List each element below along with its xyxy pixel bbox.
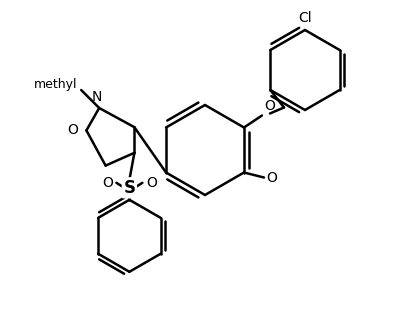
Text: O: O [68, 124, 78, 137]
Text: N: N [92, 90, 102, 104]
Text: methyl: methyl [34, 78, 77, 91]
Text: O: O [266, 170, 277, 184]
Text: O: O [146, 176, 157, 190]
Text: O: O [264, 100, 275, 114]
Text: O: O [102, 176, 113, 190]
Text: methyl: methyl [77, 86, 82, 87]
Text: Cl: Cl [298, 11, 312, 25]
Text: S: S [123, 179, 135, 197]
